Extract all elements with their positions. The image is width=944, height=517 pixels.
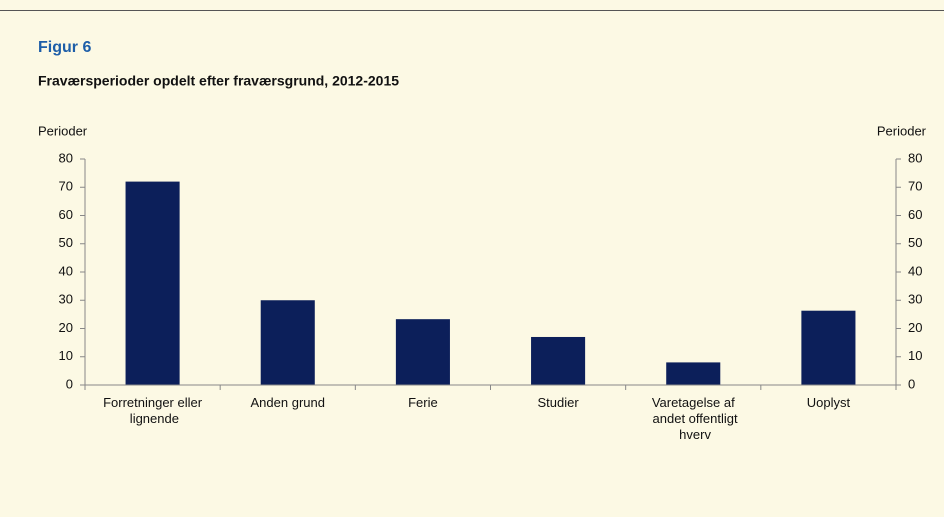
y2-axis-label: Perioder: [877, 123, 927, 138]
y-tick-label: 70: [59, 179, 73, 194]
y-tick-label: 30: [59, 292, 73, 307]
bar: [395, 319, 450, 385]
x-tick-label: Varetagelse af andet offentligt hverv: [649, 395, 738, 442]
y2-tick-label: 30: [908, 292, 922, 307]
x-tick-label: Forretninger eller lignende: [103, 395, 203, 426]
y2-tick-label: 20: [908, 320, 922, 335]
y2-tick-label: 70: [908, 179, 922, 194]
x-tick-label: Uoplyst: [807, 395, 851, 410]
bar: [531, 336, 586, 385]
chart-title: Figur 6: [38, 39, 91, 56]
x-tick-label: Ferie: [408, 395, 438, 410]
y2-tick-label: 10: [908, 348, 922, 363]
y-tick-label: 60: [59, 207, 73, 222]
bar: [666, 362, 721, 385]
y2-tick-label: 40: [908, 263, 922, 278]
bar: [260, 300, 315, 385]
y-tick-label: 40: [59, 263, 73, 278]
y2-tick-label: 50: [908, 235, 922, 250]
x-tick-label: Studier: [537, 395, 579, 410]
y2-tick-label: 60: [908, 207, 922, 222]
bar: [801, 310, 856, 385]
y-tick-label: 80: [59, 150, 73, 165]
y-tick-label: 50: [59, 235, 73, 250]
y-tick-label: 0: [66, 376, 73, 391]
y2-tick-label: 80: [908, 150, 922, 165]
y-axis-label: Perioder: [38, 123, 88, 138]
y2-tick-label: 0: [908, 376, 915, 391]
x-tick-label: Anden grund: [251, 395, 325, 410]
y-tick-label: 10: [59, 348, 73, 363]
y-tick-label: 20: [59, 320, 73, 335]
bar: [125, 181, 180, 385]
chart-subtitle: Fraværsperioder opdelt efter fraværsgrun…: [38, 73, 399, 89]
